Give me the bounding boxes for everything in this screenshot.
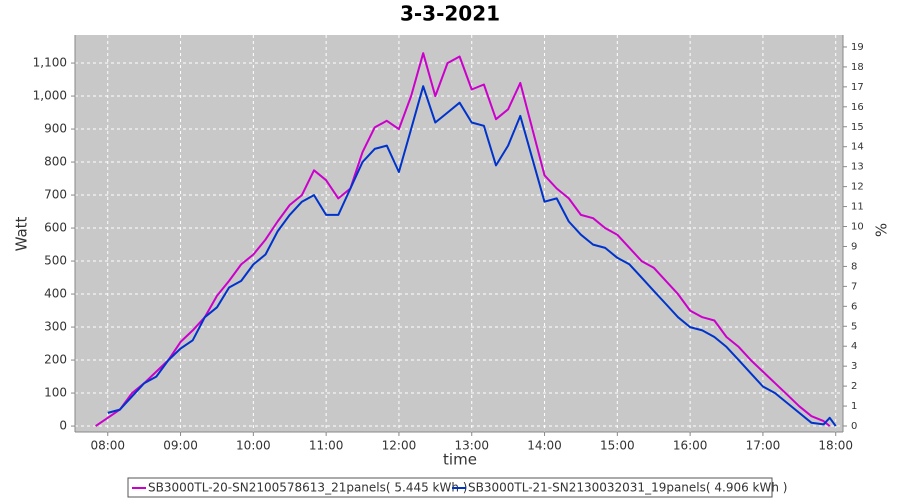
chart-title: 3-3-2021: [400, 2, 500, 26]
y-tick-label: 900: [44, 122, 67, 136]
y-tick-label: 0: [59, 419, 67, 433]
y2-tick-label: 19: [851, 42, 864, 53]
y-tick-label: 400: [44, 287, 67, 301]
y-tick-label: 1,000: [33, 89, 67, 103]
y-tick-label: 100: [44, 386, 67, 400]
y2-tick-label: 12: [851, 182, 864, 193]
y2-axis-label: %: [873, 223, 891, 237]
x-tick-label: 18:00: [818, 439, 853, 453]
y2-tick-label: 15: [851, 122, 864, 133]
y-tick-label: 200: [44, 353, 67, 367]
series-line: [107, 85, 837, 427]
y2-tick-label: 16: [851, 102, 864, 113]
x-tick-label: 10:00: [236, 439, 271, 453]
x-tick-label: 08:00: [90, 439, 125, 453]
series-line: [95, 52, 831, 427]
y2-tick-label: 11: [851, 202, 864, 213]
x-tick-label: 13:00: [454, 439, 489, 453]
x-tick-label: 11:00: [309, 439, 344, 453]
y2-tick-label: 4: [851, 341, 857, 352]
y2-tick-label: 3: [851, 361, 857, 372]
x-tick-label: 16:00: [673, 439, 708, 453]
y2-tick-label: 18: [851, 62, 864, 73]
legend-label: SB3000TL-20-SN2100578613_21panels( 5.445…: [148, 481, 467, 495]
y2-tick-label: 13: [851, 162, 864, 173]
y2-tick-label: 7: [851, 281, 857, 292]
y-tick-label: 500: [44, 254, 67, 268]
y-tick-label: 800: [44, 155, 67, 169]
y-axis-label: Watt: [13, 216, 31, 251]
legend-label: SB3000TL-21-SN2130032031_19panels( 4.906…: [468, 481, 787, 495]
y2-tick-label: 6: [851, 301, 857, 312]
plot-area: [75, 35, 843, 432]
x-tick-label: 09:00: [163, 439, 198, 453]
y-tick-label: 300: [44, 320, 67, 334]
x-tick-label: 15:00: [600, 439, 635, 453]
y-tick-label: 1,100: [33, 56, 67, 70]
y-tick-label: 700: [44, 188, 67, 202]
y-tick-label: 600: [44, 221, 67, 235]
x-tick-label: 14:00: [527, 439, 562, 453]
legend: [127, 477, 773, 498]
y2-tick-label: 9: [851, 241, 857, 252]
y2-tick-label: 8: [851, 261, 857, 272]
x-tick-label: 12:00: [382, 439, 417, 453]
y2-tick-label: 5: [851, 321, 857, 332]
x-axis-label: time: [443, 451, 477, 469]
y2-tick-label: 10: [851, 222, 864, 233]
y2-tick-label: 14: [851, 142, 864, 153]
y2-tick-label: 1: [851, 401, 857, 412]
x-tick-label: 17:00: [746, 439, 781, 453]
y2-tick-label: 17: [851, 82, 864, 93]
y2-tick-label: 0: [851, 421, 857, 432]
y2-tick-label: 2: [851, 381, 857, 392]
